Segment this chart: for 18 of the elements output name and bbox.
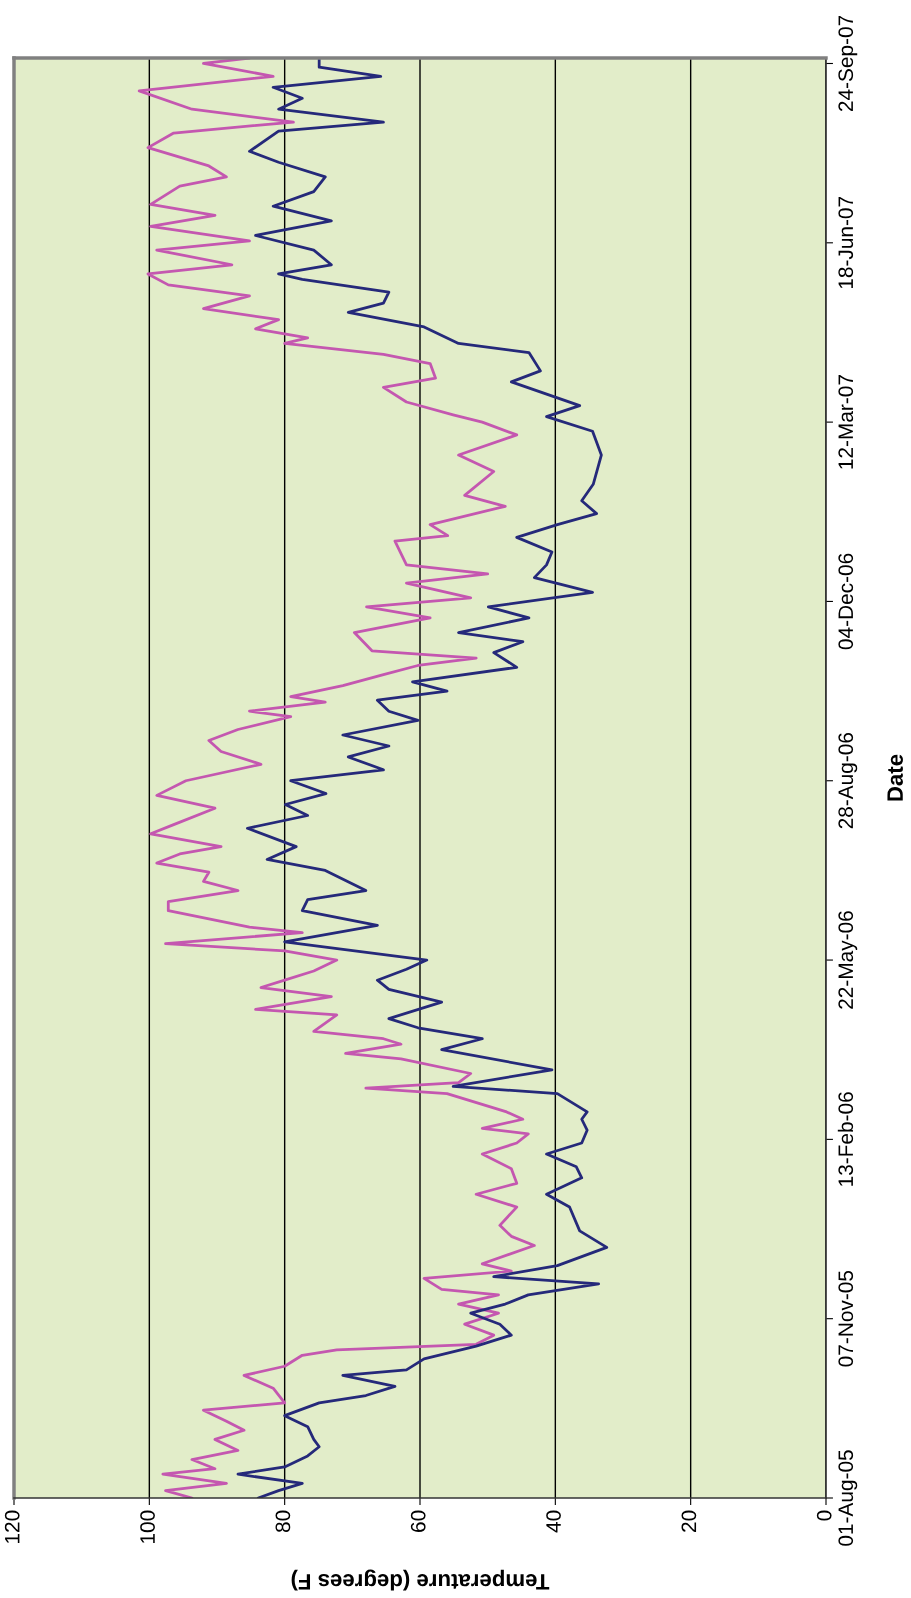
x-tick-label: 20 [681,1510,697,1532]
x-tick-label: 0 [816,1510,832,1521]
x-tick-label: 80 [275,1510,291,1533]
y-tick-label: 04-Dec-06 [838,553,854,650]
x-tick-label: 100 [140,1510,155,1543]
y-tick-label: 13-Feb-06 [837,1092,854,1186]
y-tick-label: 24-Sep-07 [838,15,858,112]
y-tick-label: 28-Aug-06 [838,733,858,829]
y-tick-label: 22-May-06 [838,911,858,1009]
y-tick-label: 07-Nov-05 [838,1270,854,1367]
y-axis-title: Date [887,754,903,801]
y-tick-label: 12-Mar-07 [838,375,854,469]
x-tick-label: 60 [410,1510,426,1532]
y-tick-label: 01-Aug-05 [838,1450,858,1546]
y-tick-label: 18-Jun-07 [838,196,854,289]
x-axis-title: Temperature (degrees F) [291,1569,550,1591]
x-tick-label: 40 [546,1510,561,1533]
x-tick-label: 120 [4,1510,20,1543]
